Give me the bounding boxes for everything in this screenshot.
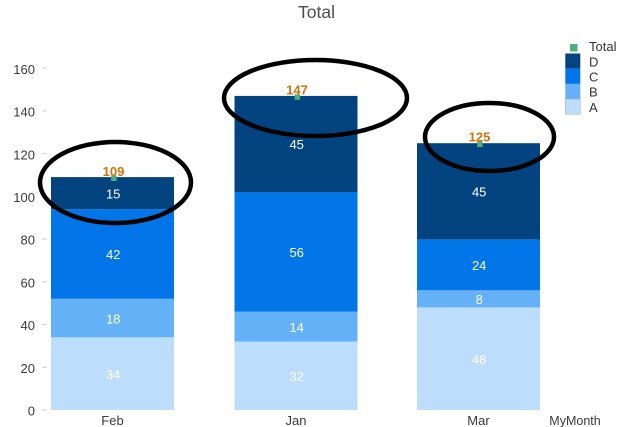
svg-text:MyMonth: MyMonth [549, 414, 600, 427]
svg-text:40: 40 [21, 318, 35, 333]
svg-text:45: 45 [289, 137, 303, 152]
svg-text:42: 42 [106, 247, 120, 262]
svg-text:100: 100 [13, 190, 35, 205]
svg-text:14: 14 [289, 320, 303, 335]
svg-text:125: 125 [469, 129, 491, 144]
svg-text:Jan: Jan [286, 413, 307, 427]
svg-text:120: 120 [13, 147, 35, 162]
svg-text:32: 32 [289, 369, 303, 384]
svg-text:34: 34 [106, 367, 120, 382]
svg-text:15: 15 [106, 186, 120, 201]
svg-text:C: C [589, 70, 598, 85]
svg-text:18: 18 [106, 311, 120, 326]
svg-text:160: 160 [13, 62, 35, 77]
svg-text:24: 24 [472, 258, 486, 273]
svg-text:147: 147 [286, 82, 308, 97]
svg-text:45: 45 [472, 185, 486, 200]
svg-text:60: 60 [21, 276, 35, 291]
svg-text:Total: Total [589, 39, 617, 54]
svg-text:20: 20 [21, 361, 35, 376]
svg-text:140: 140 [13, 105, 35, 120]
svg-text:Mar: Mar [467, 413, 490, 427]
svg-text:Feb: Feb [101, 413, 123, 427]
svg-text:56: 56 [289, 245, 303, 260]
svg-text:0: 0 [28, 404, 35, 419]
svg-text:B: B [589, 85, 598, 100]
svg-text:8: 8 [476, 292, 483, 307]
svg-text:80: 80 [21, 233, 35, 248]
svg-text:D: D [589, 54, 598, 69]
svg-text:109: 109 [103, 164, 125, 179]
svg-text:Total: Total [298, 2, 335, 22]
svg-text:48: 48 [472, 352, 486, 367]
svg-text:A: A [589, 100, 598, 115]
